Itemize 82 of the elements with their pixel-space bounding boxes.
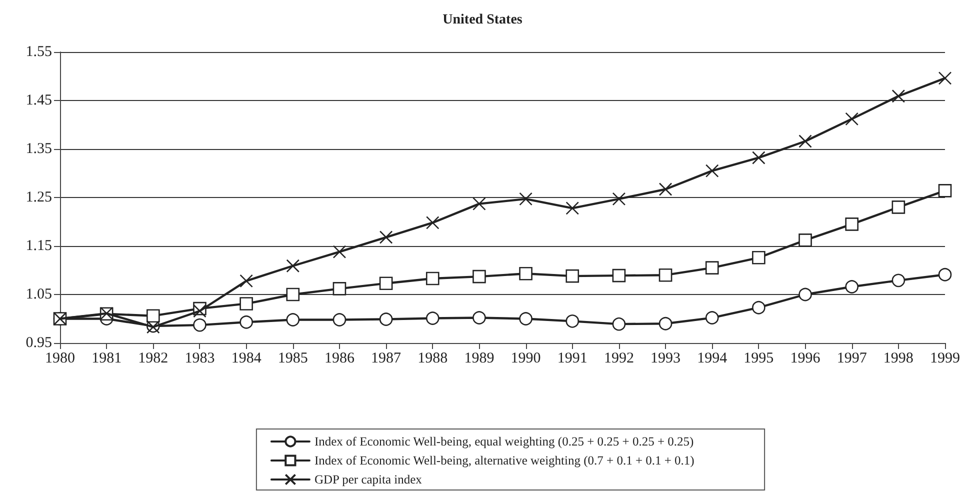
y-tick-label: 1.55: [26, 44, 52, 60]
point: [519, 312, 532, 326]
point: [705, 311, 719, 324]
x-tick-label: 1984: [231, 350, 262, 366]
point: [892, 200, 906, 214]
point: [286, 288, 300, 302]
point: [845, 112, 858, 126]
point: [472, 197, 486, 210]
point: [798, 234, 812, 247]
point: [146, 309, 160, 322]
x-tick-label: 1996: [790, 350, 821, 366]
point: [938, 268, 952, 282]
x-tick-label: 1994: [697, 350, 728, 366]
point: [332, 313, 346, 326]
point: [752, 300, 766, 314]
point: [286, 259, 300, 273]
point: [566, 269, 580, 283]
point: [892, 89, 906, 103]
x-tick-label: 1981: [92, 350, 122, 366]
x-tick-label: 1993: [650, 350, 681, 366]
x-tick-label: 1990: [510, 350, 541, 366]
y-tick-label: 0.95: [26, 335, 52, 351]
point: [193, 318, 206, 332]
point: [752, 151, 766, 164]
point: [472, 270, 486, 284]
y-tick-label: 1.15: [26, 238, 52, 254]
x-tick-label: 1998: [883, 350, 914, 366]
point: [240, 274, 253, 288]
point: [798, 134, 812, 148]
point: [240, 297, 253, 310]
x-tick-label: 1986: [324, 350, 355, 366]
chart-title: United States: [442, 12, 523, 28]
point: [752, 250, 766, 264]
point: [658, 182, 672, 196]
legend-label: Index of Economic Well-being, equal weighting (0.25 + 0.25 + 0.25 + 0.25): [314, 434, 694, 448]
point: [286, 313, 300, 326]
x-tick-label: 1989: [464, 350, 494, 366]
x-tick-label: 1999: [930, 350, 960, 366]
point: [519, 266, 532, 280]
point: [566, 314, 580, 328]
point: [379, 276, 393, 290]
point: [938, 184, 952, 198]
point: [332, 282, 346, 296]
legend-label: GDP per capita index: [314, 472, 423, 486]
x-tick-label: 1983: [184, 350, 215, 366]
x-tick-label: 1988: [418, 350, 448, 366]
x-tick-label: 1987: [371, 350, 402, 366]
point: [612, 268, 626, 282]
point: [566, 202, 580, 215]
x-tick-label: 1985: [278, 350, 308, 366]
point: [379, 230, 393, 244]
point: [612, 192, 626, 206]
point: [332, 245, 346, 258]
y-tick-label: 1.45: [26, 92, 52, 108]
point: [705, 261, 719, 274]
y-tick-label: 1.05: [26, 286, 52, 302]
point: [240, 316, 253, 329]
point: [426, 216, 440, 230]
point: [938, 72, 952, 85]
point: [658, 316, 672, 330]
x-tick-label: 1997: [836, 350, 868, 366]
point: [798, 288, 812, 302]
point: [658, 268, 672, 282]
point: [193, 304, 206, 318]
point: [845, 218, 858, 231]
y-tick-label: 1.25: [26, 190, 52, 206]
point: [519, 192, 532, 206]
point: [426, 312, 440, 325]
point: [845, 280, 858, 294]
x-tick-label: 1980: [45, 350, 75, 366]
point: [705, 164, 719, 178]
point: [892, 274, 906, 288]
point: [379, 312, 393, 326]
x-tick-label: 1982: [138, 350, 168, 366]
x-tick-label: 1995: [744, 350, 774, 366]
point: [472, 311, 486, 324]
point: [612, 317, 626, 331]
x-tick-label: 1991: [557, 350, 588, 366]
legend-label: Index of Economic Well-being, alternative weighting (0.7 + 0.1 + 0.1 + 0.1): [314, 454, 694, 468]
y-tick-label: 1.35: [26, 141, 52, 157]
point: [426, 272, 440, 286]
x-tick-label: 1992: [604, 350, 634, 366]
